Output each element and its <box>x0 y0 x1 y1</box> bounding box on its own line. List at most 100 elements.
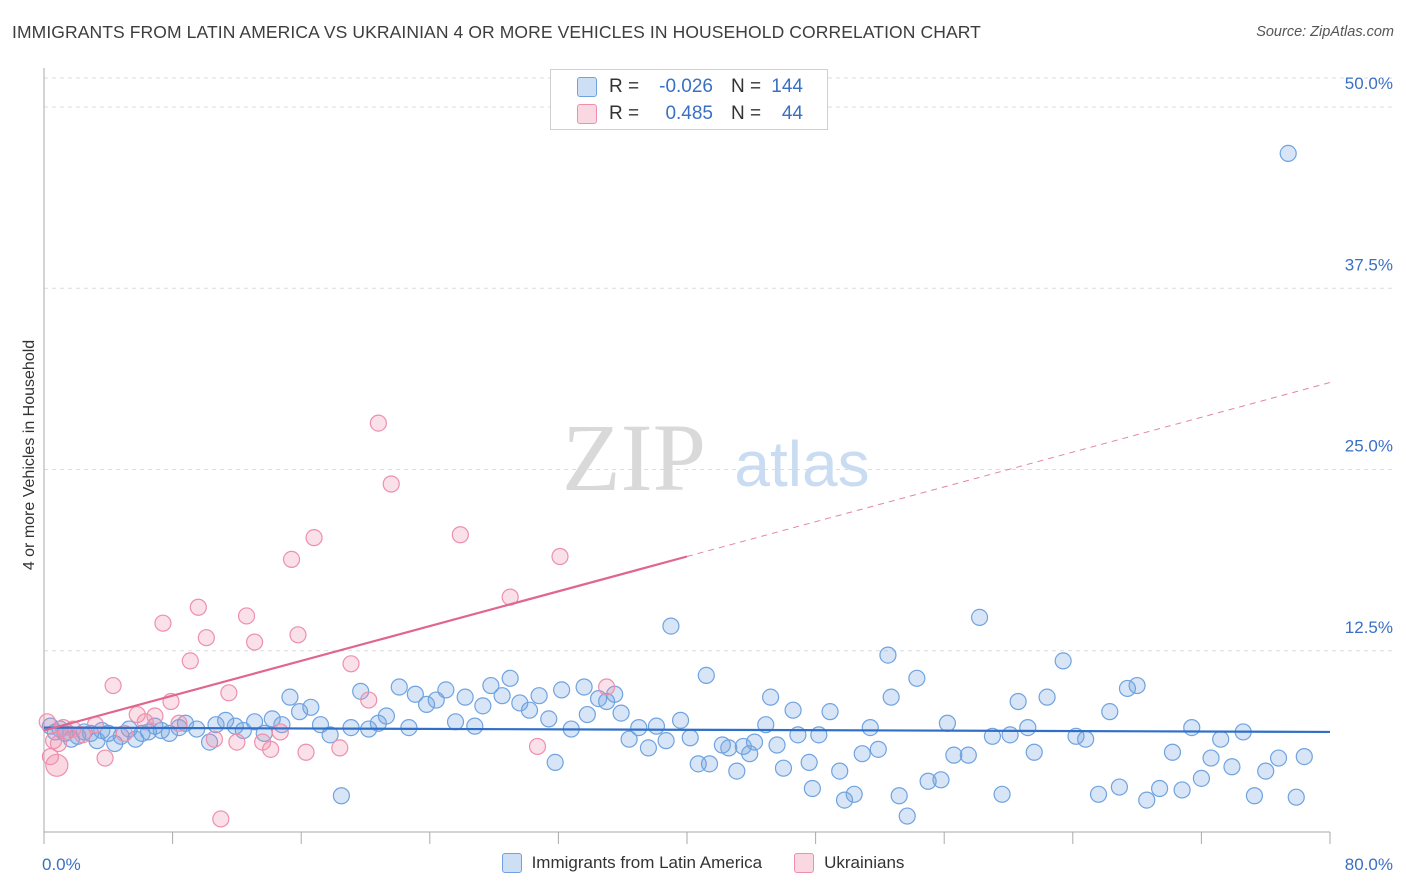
data-point <box>1110 778 1129 796</box>
watermark-atlas: atlas <box>734 428 869 500</box>
data-point <box>456 688 474 706</box>
x-tick-label: 80.0% <box>1345 855 1393 874</box>
data-point <box>446 713 465 731</box>
legend-item-latin-america[interactable]: Immigrants from Latin America <box>501 853 762 873</box>
data-point <box>578 705 596 724</box>
y-tick-label: 37.5% <box>1345 255 1393 274</box>
y-tick-label: 25.0% <box>1345 437 1393 456</box>
data-point <box>237 607 256 625</box>
data-point <box>382 475 400 493</box>
data-point <box>800 753 818 772</box>
watermark-zip: ZIP <box>562 404 706 511</box>
data-point <box>520 701 539 719</box>
data-point <box>1101 703 1119 721</box>
data-point <box>49 734 68 753</box>
data-point <box>342 655 360 673</box>
data-point <box>1019 718 1037 737</box>
data-point <box>289 626 307 644</box>
data-point <box>575 678 593 696</box>
data-point <box>869 740 887 758</box>
data-point <box>45 732 63 750</box>
legend-swatch-latin-america <box>501 853 522 873</box>
data-point <box>263 710 281 728</box>
data-point <box>451 526 469 544</box>
data-point <box>1223 758 1241 776</box>
data-point <box>803 779 821 798</box>
data-point <box>745 733 764 751</box>
data-point <box>774 759 793 777</box>
data-point <box>831 762 849 780</box>
data-point <box>45 753 69 777</box>
series-latin-america-points <box>41 144 1313 825</box>
data-point <box>406 685 424 703</box>
data-point <box>136 713 154 731</box>
data-point <box>681 729 699 747</box>
data-point <box>281 688 299 706</box>
data-point <box>784 701 802 719</box>
data-point <box>1192 769 1211 787</box>
data-point <box>377 707 395 725</box>
data-point <box>154 614 172 632</box>
data-point <box>530 687 548 705</box>
trend-line <box>43 726 1331 734</box>
data-point <box>205 730 223 748</box>
n-label: N = <box>731 76 762 97</box>
data-point <box>1212 730 1230 748</box>
data-point <box>493 687 511 705</box>
data-point <box>528 737 547 756</box>
data-point <box>598 678 616 696</box>
data-point <box>115 724 133 743</box>
data-point <box>845 785 863 803</box>
data-point <box>302 698 320 716</box>
data-point <box>700 755 719 773</box>
legend-swatch-ukrainians <box>794 853 815 873</box>
data-point <box>297 743 315 761</box>
data-point <box>879 646 897 664</box>
data-point <box>821 703 839 721</box>
data-point <box>1001 726 1019 744</box>
data-point <box>662 617 680 635</box>
stats-swatch-ukrainians <box>577 104 597 124</box>
data-point <box>768 736 786 754</box>
data-point <box>757 716 775 734</box>
data-point <box>983 727 1002 745</box>
data-point <box>1009 692 1027 711</box>
data-point <box>271 723 289 741</box>
data-point <box>620 730 638 748</box>
x-tick-label: 0.0% <box>42 855 81 874</box>
data-point <box>720 739 738 757</box>
data-point <box>938 714 957 732</box>
data-point <box>104 676 122 695</box>
watermark: ZIP atlas <box>562 404 870 511</box>
data-point <box>212 810 230 828</box>
data-point <box>189 598 207 616</box>
data-point <box>245 713 264 731</box>
legend: Immigrants from Latin America Ukrainians <box>0 853 1406 873</box>
data-point <box>546 753 564 772</box>
data-point <box>761 688 780 706</box>
data-point <box>1128 676 1146 695</box>
data-point <box>437 681 455 699</box>
data-point <box>369 414 387 432</box>
data-point <box>360 691 378 709</box>
n-value-ukrainians: 44 <box>781 103 803 124</box>
data-point <box>553 681 571 699</box>
data-point <box>228 733 246 751</box>
data-point <box>1202 749 1220 767</box>
data-point <box>482 676 500 695</box>
trend-line-dashed <box>686 382 1331 557</box>
data-point <box>908 669 926 687</box>
r-value-ukrainians: 0.485 <box>665 103 713 124</box>
data-point <box>245 633 264 651</box>
data-point <box>1118 679 1137 698</box>
data-point <box>671 711 690 729</box>
data-point <box>262 740 280 758</box>
data-point <box>898 807 916 825</box>
data-point <box>697 666 715 685</box>
data-point <box>400 718 418 737</box>
legend-item-ukrainians[interactable]: Ukrainians <box>794 853 904 873</box>
data-point <box>290 703 309 721</box>
data-point <box>1183 718 1201 737</box>
data-point <box>657 732 675 750</box>
